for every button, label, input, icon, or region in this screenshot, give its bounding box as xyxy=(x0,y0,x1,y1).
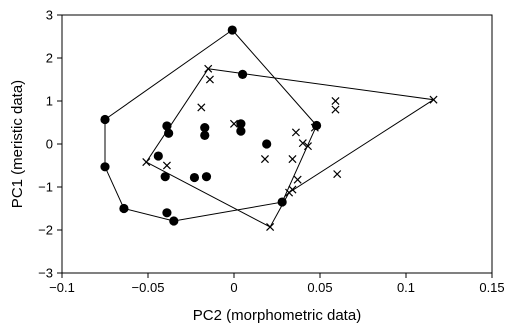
data-point-circle xyxy=(162,208,172,218)
data-point-circle xyxy=(277,197,287,207)
data-points xyxy=(100,25,438,232)
data-point-x xyxy=(303,142,312,151)
data-point-circle xyxy=(236,126,246,136)
data-point-circle xyxy=(164,128,174,138)
y-tick-label: 2 xyxy=(46,51,53,66)
data-point-circle xyxy=(238,69,248,79)
data-point-x xyxy=(331,105,340,114)
data-point-x xyxy=(285,188,294,197)
x-axis-title: PC2 (morphometric data) xyxy=(193,307,361,324)
hull-outlines xyxy=(104,29,435,228)
x-tick-label: 0 xyxy=(230,280,237,295)
data-point-x xyxy=(291,128,300,137)
data-point-circle xyxy=(236,119,246,129)
data-point-circle xyxy=(189,172,200,183)
data-point-circle xyxy=(262,139,272,149)
y-tick-label: 3 xyxy=(46,8,53,23)
hull-outline-series-1 xyxy=(104,29,318,222)
x-tick-label: 0.15 xyxy=(479,280,504,295)
y-tick-label: 1 xyxy=(46,94,53,109)
y-axis-title: PC1 (meristic data) xyxy=(9,80,26,208)
data-point-circle xyxy=(200,123,210,133)
y-tick-label: −3 xyxy=(38,266,53,281)
data-point-x xyxy=(333,170,342,179)
x-tick-label: −0.1 xyxy=(49,280,75,295)
data-point-x xyxy=(162,161,171,170)
data-point-circle xyxy=(201,172,212,182)
data-point-x xyxy=(331,96,340,106)
y-tick-label: −1 xyxy=(38,180,53,195)
data-point-x xyxy=(298,139,307,148)
x-tick-label: 0.05 xyxy=(307,280,332,295)
data-point-x xyxy=(288,155,297,164)
data-point-x xyxy=(205,75,214,84)
data-point-circle xyxy=(153,151,163,161)
data-point-x xyxy=(197,103,206,112)
x-axis-ticks: −0.1 −0.05 0 0.05 0.1 0.15 xyxy=(49,273,505,295)
y-axis-ticks: −3 −2 −1 0 1 2 3 xyxy=(38,8,62,281)
data-point-circle xyxy=(227,25,237,35)
data-point-x xyxy=(293,175,302,184)
data-point-x xyxy=(266,222,275,232)
data-point-x xyxy=(204,64,213,73)
data-point-x xyxy=(142,158,151,167)
data-point-x xyxy=(310,123,319,132)
x-tick-label: −0.05 xyxy=(132,280,165,295)
x-tick-label: 0.1 xyxy=(397,280,415,295)
data-point-circle xyxy=(169,216,179,226)
data-point-circle xyxy=(162,121,172,131)
data-point-circle xyxy=(119,203,129,214)
data-point-circle xyxy=(100,114,110,125)
y-tick-label: −2 xyxy=(38,223,53,238)
hull-outline-series-2 xyxy=(145,68,435,228)
plot-frame xyxy=(61,14,493,274)
data-point-circle xyxy=(200,130,210,140)
data-point-circle xyxy=(160,172,170,182)
y-tick-label: 0 xyxy=(46,137,53,152)
data-point-circle xyxy=(100,162,110,172)
data-point-x xyxy=(229,119,239,128)
data-point-x xyxy=(260,155,269,164)
data-point-x xyxy=(429,95,438,104)
